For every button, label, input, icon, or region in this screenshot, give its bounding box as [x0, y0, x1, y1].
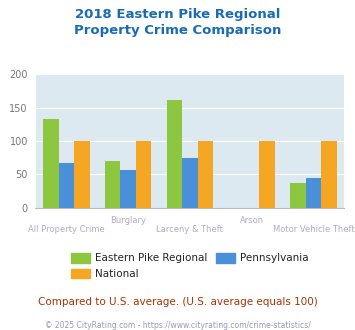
- Text: © 2025 CityRating.com - https://www.cityrating.com/crime-statistics/: © 2025 CityRating.com - https://www.city…: [45, 321, 310, 330]
- Bar: [290, 182, 306, 208]
- Text: Burglary: Burglary: [110, 216, 146, 225]
- Bar: [167, 100, 182, 208]
- Text: 2018 Eastern Pike Regional
Property Crime Comparison: 2018 Eastern Pike Regional Property Crim…: [74, 8, 281, 37]
- Text: Compared to U.S. average. (U.S. average equals 100): Compared to U.S. average. (U.S. average …: [38, 297, 317, 307]
- Bar: [198, 141, 213, 208]
- Bar: [182, 158, 198, 208]
- Bar: [260, 141, 275, 208]
- Text: Motor Vehicle Theft: Motor Vehicle Theft: [273, 225, 354, 234]
- Legend: Eastern Pike Regional, National, Pennsylvania: Eastern Pike Regional, National, Pennsyl…: [71, 253, 308, 279]
- Text: Larceny & Theft: Larceny & Theft: [157, 225, 223, 234]
- Bar: [43, 119, 59, 208]
- Bar: [136, 141, 151, 208]
- Bar: [74, 141, 89, 208]
- Bar: [321, 141, 337, 208]
- Bar: [120, 170, 136, 208]
- Bar: [59, 163, 74, 208]
- Text: Arson: Arson: [240, 216, 264, 225]
- Bar: [105, 161, 120, 208]
- Text: All Property Crime: All Property Crime: [28, 225, 105, 234]
- Bar: [306, 178, 321, 208]
